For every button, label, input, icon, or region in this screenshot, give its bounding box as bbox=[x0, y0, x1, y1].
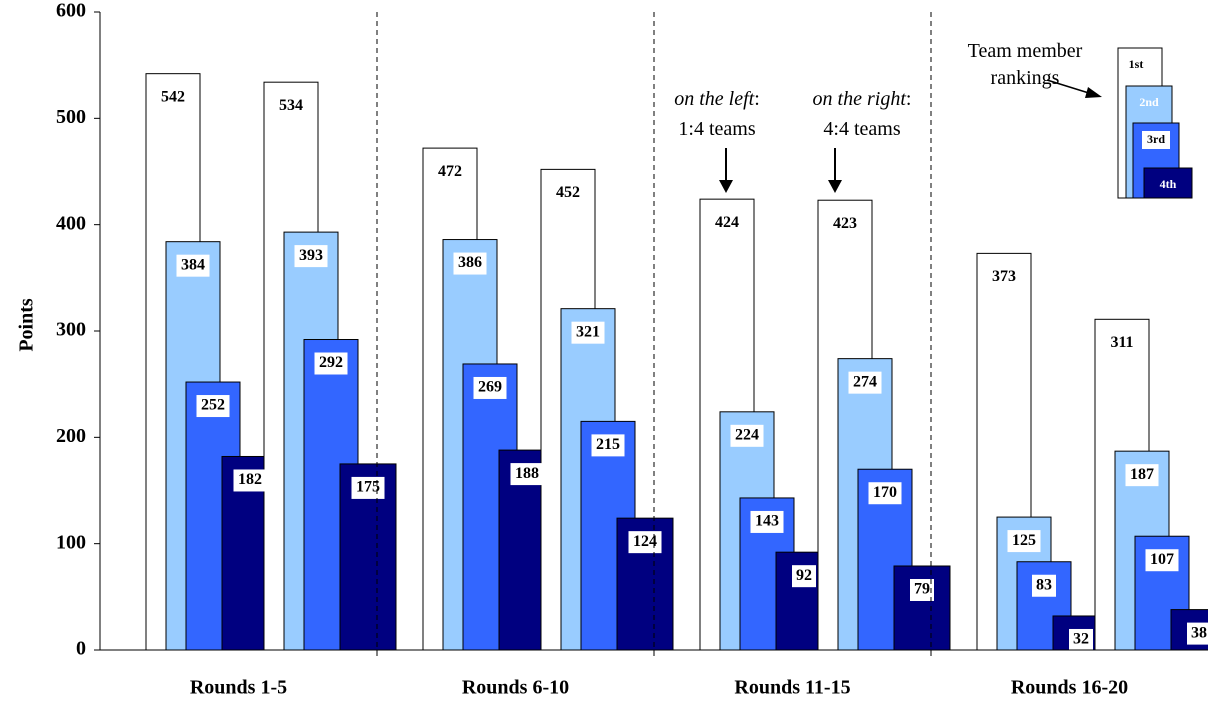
data-label: 125 bbox=[1012, 532, 1036, 549]
data-label: 124 bbox=[633, 533, 657, 550]
category-label: Rounds 6-10 bbox=[462, 677, 569, 699]
data-label-box bbox=[1125, 464, 1159, 487]
data-label: 542 bbox=[161, 88, 185, 105]
y-tick-label: 600 bbox=[56, 0, 86, 22]
data-label-box bbox=[868, 482, 902, 505]
data-label-box bbox=[792, 565, 816, 588]
data-label: 269 bbox=[478, 379, 502, 396]
data-label: 175 bbox=[356, 479, 380, 496]
bar-4th-3-2 bbox=[893, 565, 951, 651]
data-label: 274 bbox=[853, 373, 877, 390]
data-label: 107 bbox=[1150, 551, 1174, 568]
data-label: 373 bbox=[992, 268, 1016, 285]
legend-arrow-line bbox=[1046, 79, 1093, 95]
data-label: 311 bbox=[1110, 334, 1133, 351]
y-tick-label: 0 bbox=[76, 638, 86, 660]
data-label: 143 bbox=[755, 513, 779, 530]
data-label-box bbox=[1187, 622, 1208, 645]
left-note-line1: on the left: bbox=[674, 88, 760, 110]
data-label: 187 bbox=[1130, 466, 1154, 483]
data-label-box bbox=[453, 252, 487, 275]
data-label: 472 bbox=[438, 163, 462, 180]
data-label: 252 bbox=[201, 397, 225, 414]
legend-swatch-4th bbox=[1143, 167, 1193, 199]
right-note-line1: on the right: bbox=[813, 88, 912, 110]
data-label: 384 bbox=[181, 256, 205, 273]
annotations-layer: Points on the left: 1:4 teams on the rig… bbox=[16, 40, 1102, 352]
y-tick-label: 200 bbox=[56, 425, 86, 447]
data-label-box bbox=[473, 376, 507, 399]
data-label: 423 bbox=[833, 215, 857, 232]
data-label: 321 bbox=[576, 323, 600, 340]
data-label: 182 bbox=[238, 471, 262, 488]
data-label: 386 bbox=[458, 254, 482, 271]
bars-layer: 542 384 252 182 534 393 292 175 472 386 269 188 452 3… bbox=[145, 73, 1208, 651]
category-label: Rounds 11-15 bbox=[734, 677, 850, 699]
data-label: 292 bbox=[319, 354, 343, 371]
data-label-box bbox=[351, 476, 385, 499]
y-tick-label: 500 bbox=[56, 106, 86, 128]
y-tick-label: 100 bbox=[56, 531, 86, 553]
data-label-box bbox=[591, 434, 625, 457]
data-label: 424 bbox=[715, 214, 739, 231]
data-label: 170 bbox=[873, 484, 897, 501]
data-label: 393 bbox=[299, 247, 323, 264]
legend-title-line2: rankings bbox=[991, 67, 1060, 89]
legend-arrow-head bbox=[1085, 87, 1102, 98]
legend-label-3rd: 3rd bbox=[1147, 132, 1165, 146]
legend-title-line1: Team member bbox=[968, 40, 1083, 62]
data-label: 452 bbox=[556, 184, 580, 201]
data-label-box bbox=[628, 531, 662, 554]
right-note-line2: 4:4 teams bbox=[823, 118, 900, 140]
left-note-arrow-head bbox=[719, 180, 733, 193]
data-label-box bbox=[510, 463, 544, 486]
legend: 1st 2nd 3rd 4th bbox=[1117, 47, 1193, 199]
legend-label-4th: 4th bbox=[1160, 177, 1177, 191]
data-label-box bbox=[1145, 549, 1179, 572]
data-label-box bbox=[314, 352, 348, 375]
data-label-box bbox=[1032, 574, 1056, 597]
data-label: 83 bbox=[1036, 576, 1052, 593]
data-label-box bbox=[848, 371, 882, 394]
data-label-box bbox=[1007, 530, 1041, 553]
data-label: 534 bbox=[279, 97, 303, 114]
data-label-box bbox=[750, 510, 784, 533]
category-label: Rounds 1-5 bbox=[190, 677, 287, 699]
data-label-box bbox=[1069, 628, 1093, 651]
data-label: 79 bbox=[914, 581, 930, 598]
data-label-box bbox=[730, 424, 764, 447]
data-label-box bbox=[294, 245, 328, 268]
data-label-box bbox=[196, 395, 230, 418]
data-label: 224 bbox=[735, 426, 759, 443]
data-label: 38 bbox=[1191, 624, 1207, 641]
y-axis-label: Points bbox=[16, 298, 38, 352]
right-note-arrow-head bbox=[828, 180, 842, 193]
left-note-line2: 1:4 teams bbox=[678, 118, 755, 140]
data-label: 188 bbox=[515, 465, 539, 482]
axes-layer: 0 100 200 300 400 500 600 Rounds 1-5 Rounds 6-10… bbox=[56, 0, 1208, 699]
data-label: 215 bbox=[596, 436, 620, 453]
y-tick-label: 400 bbox=[56, 212, 86, 234]
data-label-box bbox=[910, 578, 934, 601]
legend-label-box bbox=[1142, 131, 1170, 149]
legend-label-2nd: 2nd bbox=[1139, 95, 1159, 109]
data-label: 32 bbox=[1073, 631, 1089, 648]
data-label: 92 bbox=[796, 567, 812, 584]
legend-label-1st: 1st bbox=[1129, 57, 1144, 71]
data-label-box bbox=[571, 321, 605, 344]
data-label-box bbox=[233, 469, 267, 492]
y-tick-label: 300 bbox=[56, 319, 86, 341]
category-label: Rounds 16-20 bbox=[1011, 677, 1128, 699]
data-label-box bbox=[176, 254, 210, 277]
